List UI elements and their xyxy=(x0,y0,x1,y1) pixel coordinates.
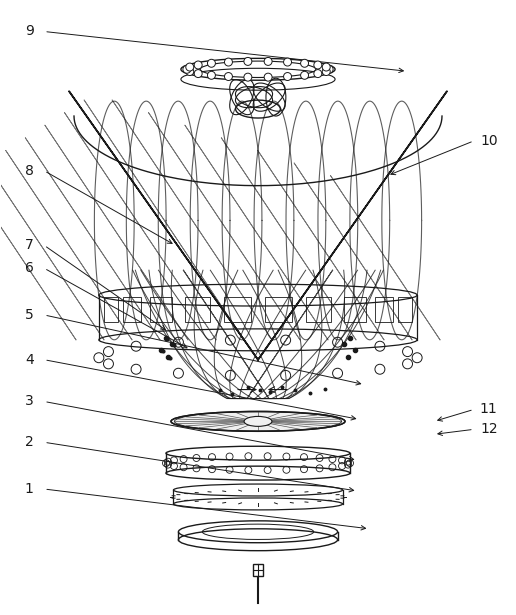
Bar xyxy=(253,563,263,576)
Bar xyxy=(307,297,331,322)
Bar xyxy=(150,297,172,322)
Circle shape xyxy=(322,63,330,71)
Text: 12: 12 xyxy=(480,423,497,436)
Circle shape xyxy=(207,59,215,67)
Circle shape xyxy=(244,57,252,65)
Circle shape xyxy=(194,69,202,77)
Circle shape xyxy=(224,73,232,81)
Bar xyxy=(185,297,209,322)
Ellipse shape xyxy=(244,416,272,426)
Circle shape xyxy=(284,58,292,66)
Circle shape xyxy=(301,71,309,79)
Bar xyxy=(375,297,393,322)
Circle shape xyxy=(325,65,333,73)
Circle shape xyxy=(314,61,322,69)
Text: 2: 2 xyxy=(25,435,34,450)
Circle shape xyxy=(284,73,292,81)
Text: 5: 5 xyxy=(25,308,34,322)
Bar xyxy=(398,297,412,322)
Text: 4: 4 xyxy=(25,353,34,367)
Circle shape xyxy=(264,73,272,81)
Circle shape xyxy=(186,63,194,71)
Text: 7: 7 xyxy=(25,239,34,252)
Circle shape xyxy=(244,73,252,81)
Circle shape xyxy=(186,68,194,76)
Bar xyxy=(123,297,141,322)
Text: 11: 11 xyxy=(480,402,497,416)
Circle shape xyxy=(264,57,272,65)
Text: 9: 9 xyxy=(25,25,34,39)
Circle shape xyxy=(224,58,232,66)
Bar xyxy=(104,297,118,322)
Text: 10: 10 xyxy=(480,134,497,148)
Text: 1: 1 xyxy=(25,482,34,496)
Bar xyxy=(344,297,366,322)
Bar xyxy=(265,297,292,322)
Ellipse shape xyxy=(171,411,345,431)
Text: 3: 3 xyxy=(25,394,34,408)
Circle shape xyxy=(194,61,202,69)
Circle shape xyxy=(314,69,322,77)
Circle shape xyxy=(322,68,330,76)
Bar xyxy=(224,297,251,322)
Text: 6: 6 xyxy=(25,261,34,276)
Circle shape xyxy=(301,59,309,67)
Text: 8: 8 xyxy=(25,164,34,178)
Circle shape xyxy=(183,65,191,73)
Circle shape xyxy=(207,71,215,79)
